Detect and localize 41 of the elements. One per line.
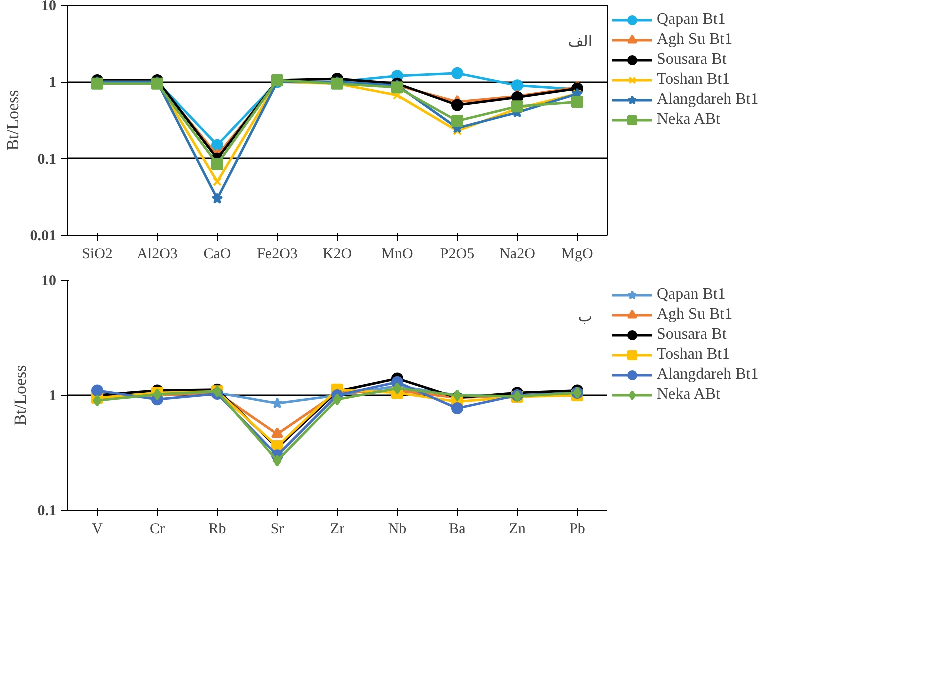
y-axis-title: Bt/Loess bbox=[10, 365, 30, 426]
annotation: الف bbox=[568, 32, 592, 50]
x-tick-label: Zn bbox=[509, 522, 526, 538]
legend-label: Qapan Bt1 bbox=[657, 11, 726, 29]
y-tick-label: 1 bbox=[49, 388, 56, 404]
x-tick-label: Nb bbox=[388, 522, 407, 538]
x-tick-label: Cr bbox=[150, 522, 166, 538]
legend-label: Neka ABt bbox=[657, 386, 721, 404]
x-tick-label: V bbox=[92, 522, 104, 538]
x-tick-label: Rb bbox=[208, 522, 226, 538]
y-tick-label: 10 bbox=[42, 274, 56, 290]
x-tick-label: SiO2 bbox=[82, 246, 113, 262]
x-tick-label: Ba bbox=[449, 522, 466, 538]
x-tick-label: MgO bbox=[562, 246, 594, 262]
y-tick-label: 0.1 bbox=[38, 152, 56, 168]
annotation: ب bbox=[578, 308, 593, 326]
y-tick-label: 10 bbox=[42, 0, 56, 14]
x-tick-label: CaO bbox=[204, 246, 232, 262]
x-tick-label: Sr bbox=[270, 522, 284, 538]
legend-label: Agh Su Bt1 bbox=[657, 31, 733, 49]
legend-label: Alangdareh Bt1 bbox=[657, 366, 759, 384]
y-tick-label: 0.1 bbox=[38, 504, 56, 520]
legend-label: Alangdareh Bt1 bbox=[657, 91, 759, 109]
x-tick-label: Al2O3 bbox=[137, 246, 178, 262]
legend-label: Neka ABt bbox=[657, 111, 721, 129]
y-tick-label: 1 bbox=[49, 75, 56, 92]
legend-label: Toshan Bt1 bbox=[657, 346, 730, 364]
x-tick-label: Na2O bbox=[500, 246, 536, 262]
legend-label: Sousara Bt bbox=[657, 51, 727, 69]
y-tick-label: 0.01 bbox=[30, 228, 56, 244]
x-tick-label: Fe2O3 bbox=[257, 246, 298, 262]
legend-label: Toshan Bt1 bbox=[657, 71, 730, 89]
x-tick-label: P2O5 bbox=[440, 246, 475, 262]
x-tick-label: MnO bbox=[382, 246, 414, 262]
x-tick-label: K2O bbox=[322, 246, 352, 262]
y-axis-title: Bt/Loess bbox=[3, 90, 22, 151]
legend-label: Sousara Bt bbox=[657, 326, 727, 344]
legend-label: Agh Su Bt1 bbox=[657, 306, 733, 324]
x-tick-label: Zr bbox=[330, 522, 345, 538]
x-tick-label: Pb bbox=[570, 522, 586, 538]
legend-label: Qapan Bt1 bbox=[657, 286, 726, 304]
